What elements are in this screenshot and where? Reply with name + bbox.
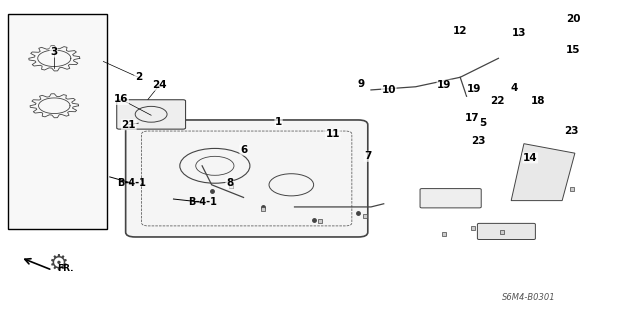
- Text: 1: 1: [275, 116, 282, 127]
- Text: 18: 18: [531, 96, 545, 106]
- FancyBboxPatch shape: [116, 100, 186, 129]
- Text: B-4-1: B-4-1: [188, 197, 216, 207]
- FancyBboxPatch shape: [420, 189, 481, 208]
- Text: 8: 8: [226, 178, 233, 188]
- Text: 11: 11: [326, 129, 340, 139]
- Text: 2: 2: [135, 72, 142, 82]
- Text: 17: 17: [465, 113, 479, 123]
- Text: ⚙: ⚙: [49, 254, 68, 274]
- Text: S6M4-B0301: S6M4-B0301: [502, 293, 556, 301]
- Text: 7: 7: [364, 151, 371, 161]
- Text: 24: 24: [152, 80, 167, 90]
- Text: 20: 20: [566, 14, 580, 24]
- Text: 5: 5: [479, 118, 486, 128]
- Text: 14: 14: [523, 153, 538, 163]
- Text: 23: 23: [471, 136, 485, 145]
- Text: 10: 10: [381, 85, 396, 95]
- FancyBboxPatch shape: [125, 120, 368, 237]
- Text: 9: 9: [358, 78, 365, 89]
- Text: 19: 19: [437, 80, 451, 90]
- Text: 13: 13: [511, 28, 526, 38]
- Bar: [8, 14, 106, 229]
- Text: 4: 4: [511, 83, 518, 93]
- Text: FR.: FR.: [57, 264, 74, 273]
- Text: 22: 22: [490, 96, 504, 106]
- Text: 19: 19: [467, 84, 481, 94]
- Text: 6: 6: [240, 145, 247, 155]
- Text: 16: 16: [114, 94, 129, 104]
- Polygon shape: [511, 144, 575, 201]
- Text: 12: 12: [453, 26, 467, 36]
- FancyBboxPatch shape: [477, 223, 536, 240]
- Text: 23: 23: [564, 126, 579, 136]
- Text: B-4-1: B-4-1: [118, 178, 147, 188]
- Text: 21: 21: [122, 120, 136, 130]
- Text: 15: 15: [566, 45, 580, 56]
- Text: 3: 3: [50, 47, 57, 57]
